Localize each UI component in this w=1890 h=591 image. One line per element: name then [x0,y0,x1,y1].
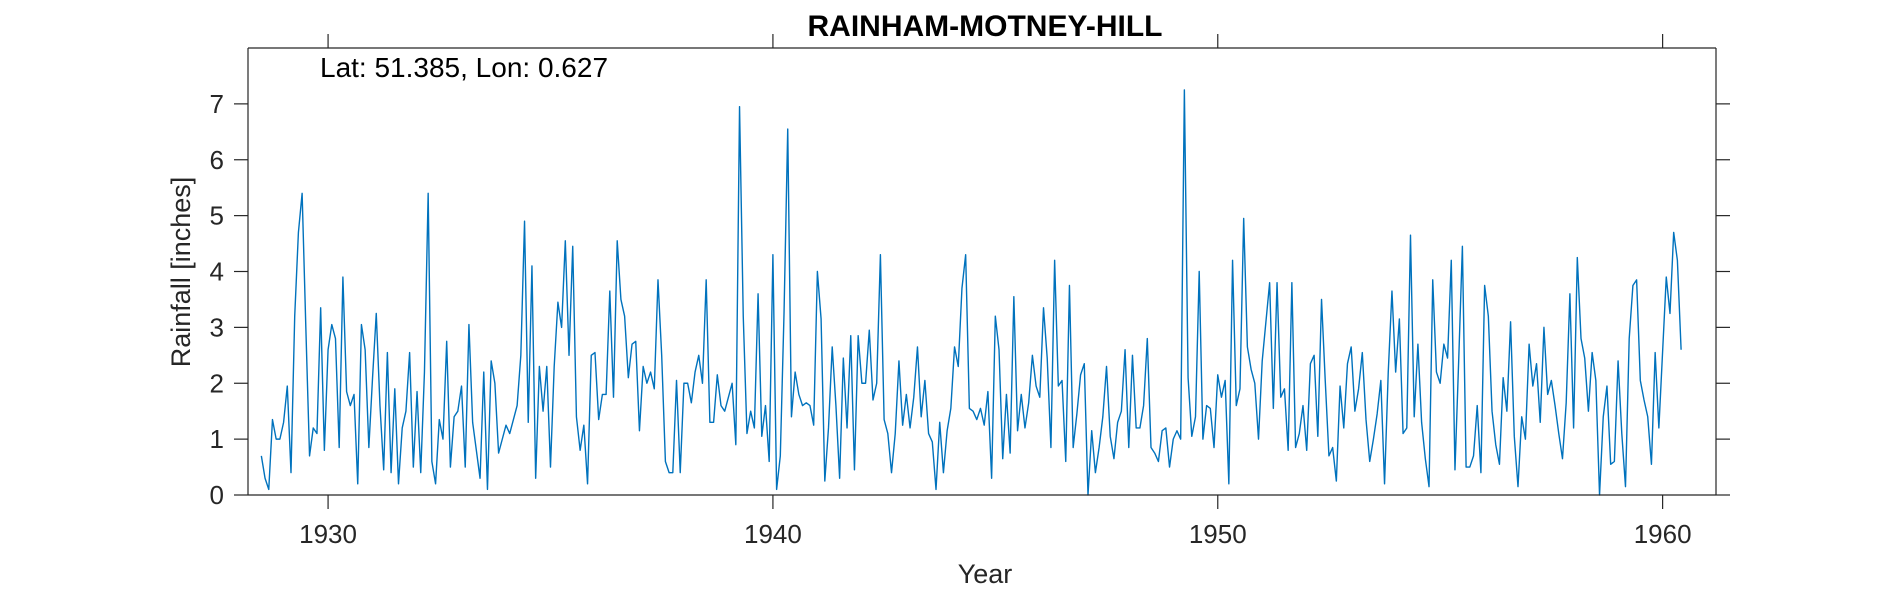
tick-labels: 0 1 2 3 4 5 6 7 1930 1940 1950 1960 [210,89,1692,549]
y-tick-label: 2 [210,368,224,398]
x-tick-label: 1940 [744,519,802,549]
x-axis-label: Year [958,559,1013,589]
y-tick-label: 7 [210,89,224,119]
y-tick-label: 4 [210,257,224,287]
y-tick-label: 5 [210,201,224,231]
plot-area [248,48,1716,495]
axes-frame [247,47,1717,496]
y-axis-label: Rainfall [inches] [166,177,196,368]
y-tick-label: 3 [210,312,224,342]
x-tick-label: 1960 [1634,519,1692,549]
y-tick-label: 0 [210,480,224,510]
chart-title: RAINHAM-MOTNEY-HILL [808,10,1163,43]
y-tick-label: 6 [210,145,224,175]
y-tick-label: 1 [210,424,224,454]
rainfall-series-line [260,89,1682,496]
x-tick-label: 1950 [1189,519,1247,549]
axis-ticks [234,34,1730,509]
location-annotation: Lat: 51.385, Lon: 0.627 [320,52,608,83]
x-tick-label: 1930 [299,519,357,549]
